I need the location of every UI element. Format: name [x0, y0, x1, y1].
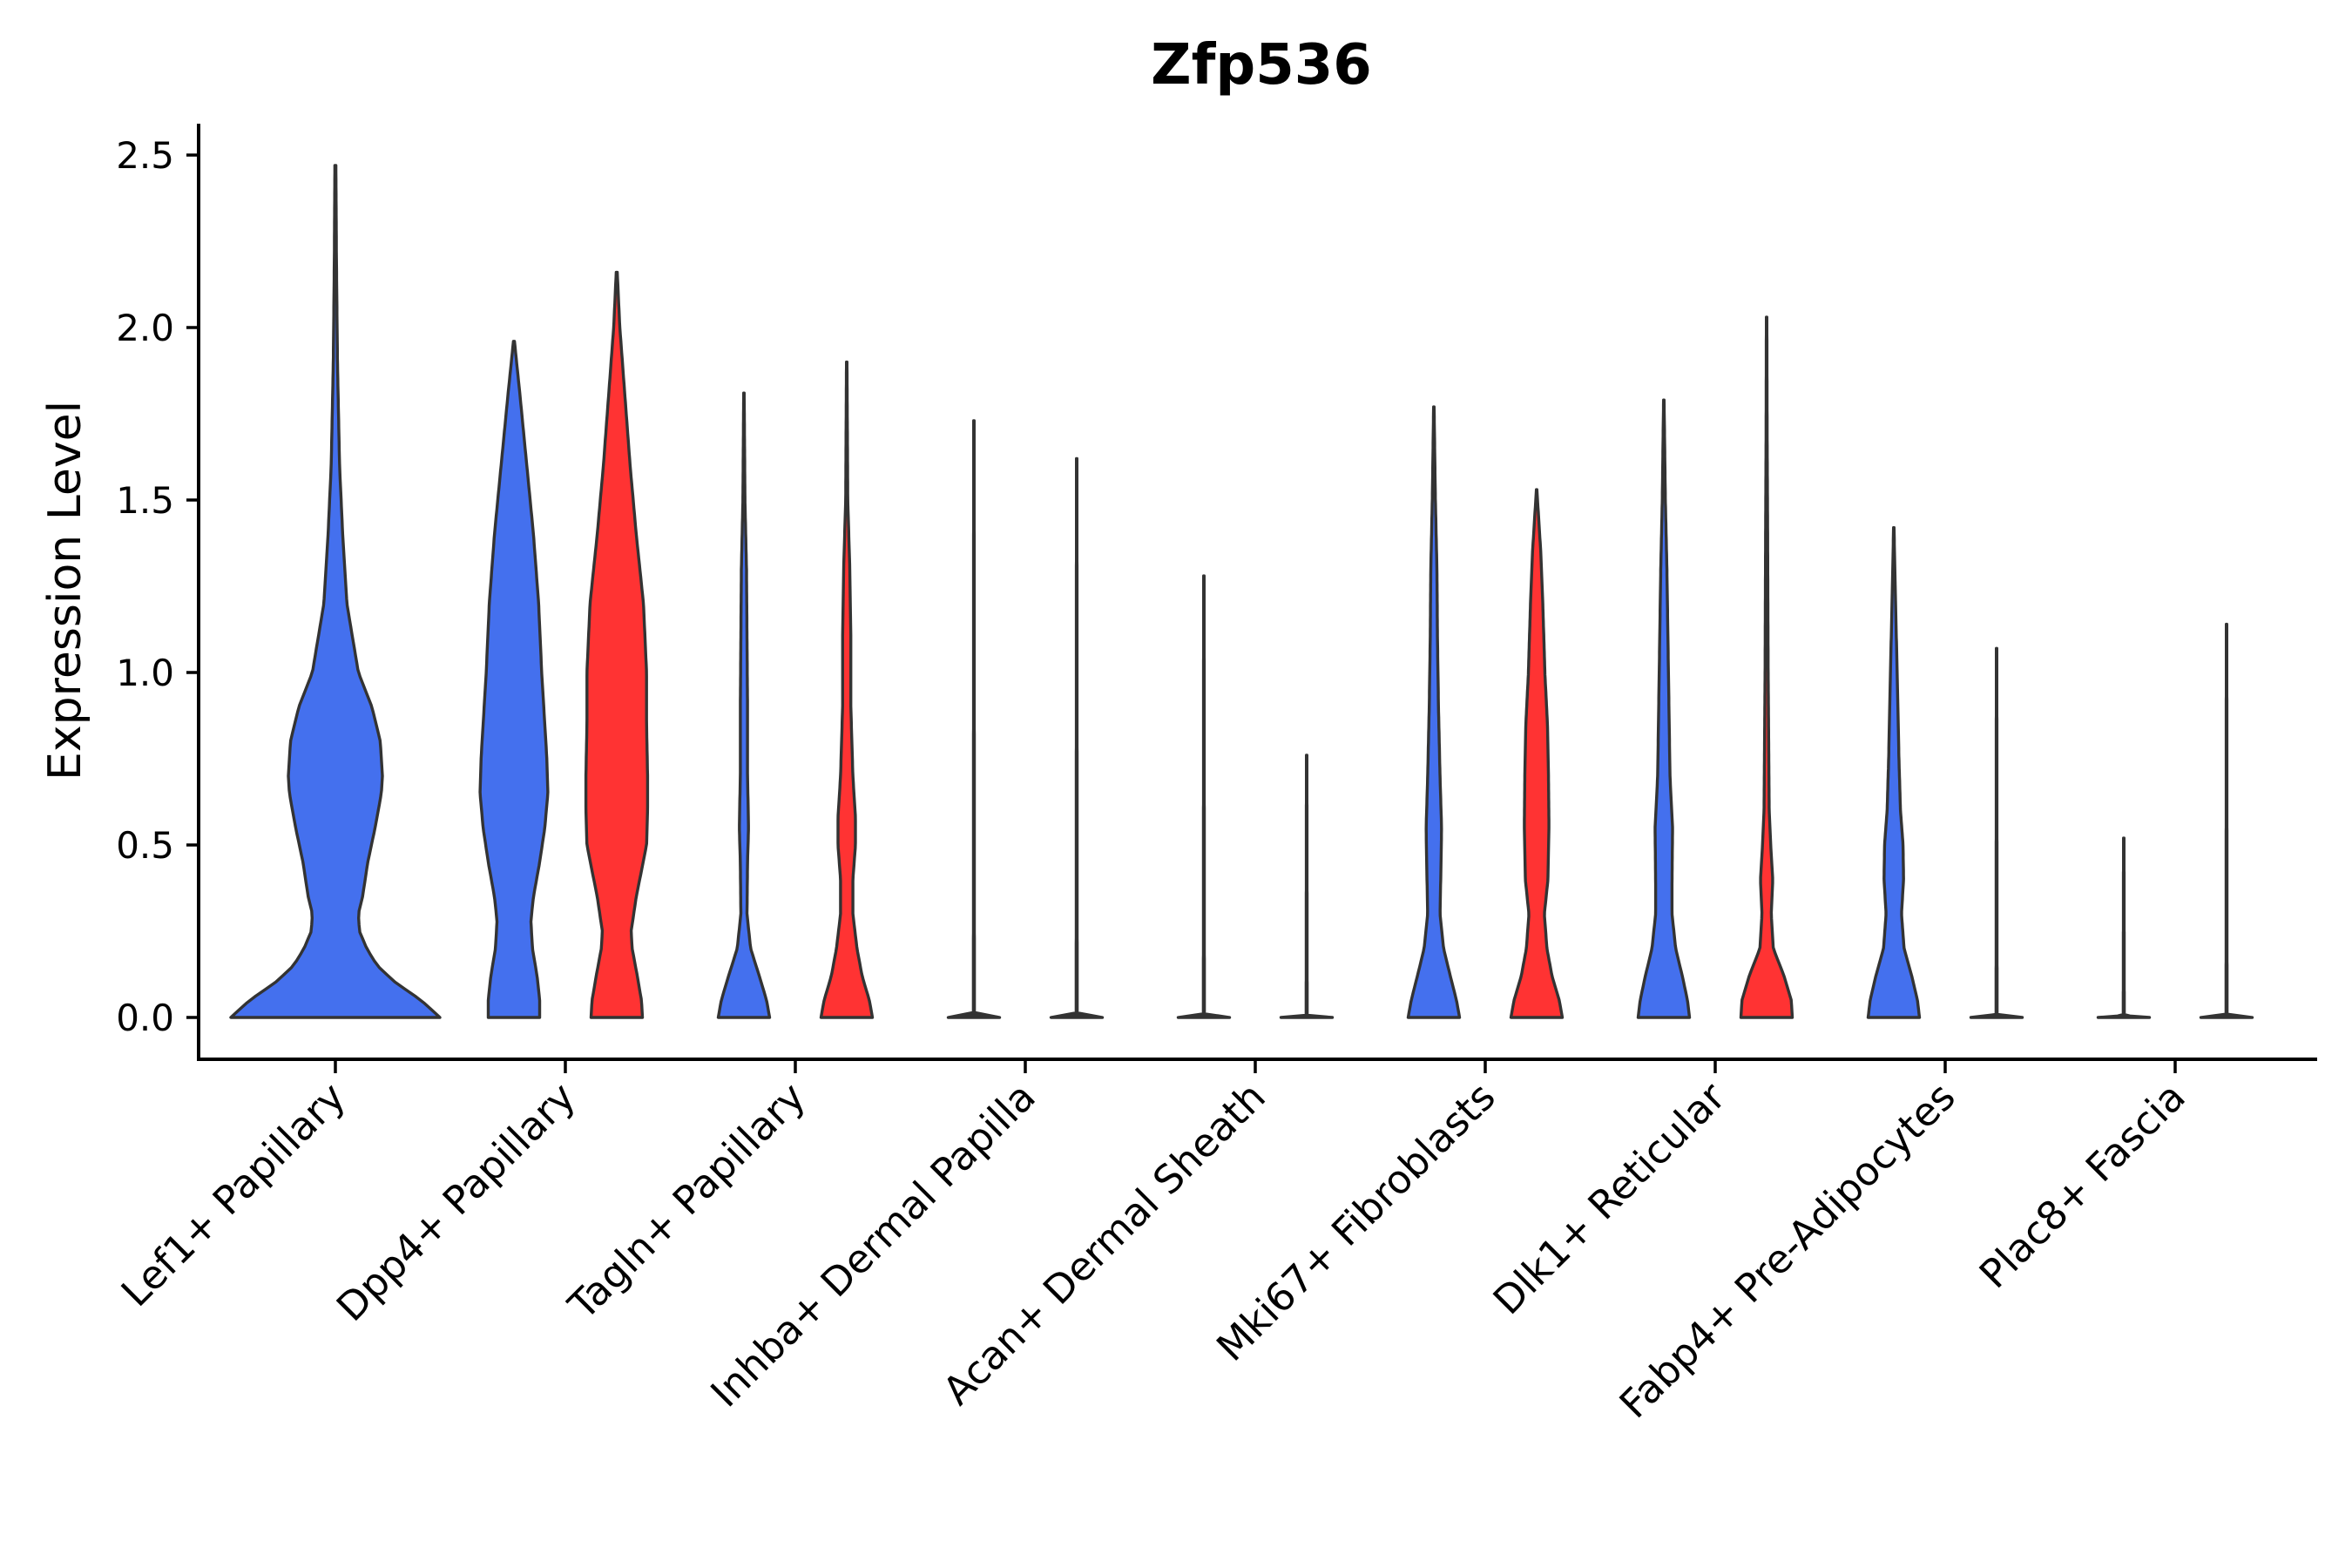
axes	[197, 124, 2317, 1061]
x-tick-label: Plac8+ Fascia	[1970, 1073, 2194, 1297]
x-tick-label: Lef1+ Papillary	[112, 1073, 355, 1315]
violin-7	[1176, 574, 1232, 1019]
x-tick-label: Dpp4+ Papillary	[328, 1073, 585, 1330]
violin-16	[2199, 622, 2254, 1019]
y-ticks: 0.0 0.5 1.0 1.5 2.0 2.5	[116, 134, 199, 1039]
violin-4	[819, 360, 875, 1019]
y-tick-label: 0.0	[116, 997, 174, 1039]
violin-8	[1279, 754, 1335, 1019]
y-tick-label: 2.0	[116, 307, 174, 349]
violin-group	[229, 164, 2254, 1019]
x-tick-label: Dlk1+ Reticular	[1484, 1073, 1734, 1323]
y-tick-label: 1.0	[116, 652, 174, 694]
chart-title: Zfp536	[1151, 33, 1372, 98]
violin-13	[1866, 526, 1922, 1019]
violin-9	[1406, 405, 1462, 1019]
violin-5	[946, 419, 1002, 1019]
violin-1	[478, 340, 550, 1019]
violin-12	[1739, 315, 1794, 1019]
violin-10	[1509, 488, 1565, 1019]
violin-11	[1636, 398, 1692, 1019]
y-tick-label: 2.5	[116, 134, 174, 177]
violin-3	[716, 391, 772, 1019]
y-tick-label: 1.5	[116, 479, 174, 522]
x-tick-label: Tagln+ Papillary	[559, 1073, 814, 1328]
violin-0	[229, 164, 442, 1019]
y-axis-label: Expression Level	[39, 401, 91, 781]
y-tick-label: 0.5	[116, 824, 174, 867]
violin-6	[1049, 456, 1105, 1019]
violin-15	[2096, 836, 2152, 1019]
violin-14	[1969, 646, 2024, 1019]
violin-2	[584, 270, 650, 1019]
